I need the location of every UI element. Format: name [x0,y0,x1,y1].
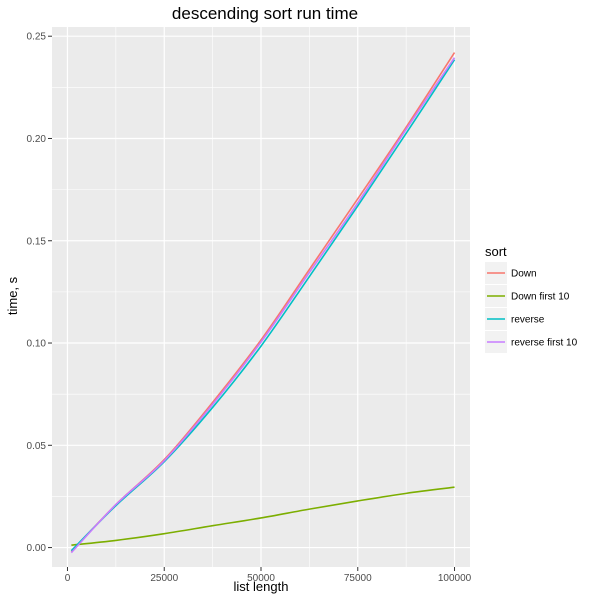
legend-label-reverse-first-10: reverse first 10 [511,338,578,349]
y-tick-label: 0.20 [27,134,47,145]
x-tick-label: 25000 [150,573,178,584]
y-tick-label: 0.25 [27,32,47,43]
legend-title: sort [485,244,507,259]
y-axis-title: time, s [5,276,20,315]
y-tick-label: 0.00 [27,543,47,554]
y-tick-label: 0.10 [27,339,47,350]
legend-label-down-first-10: Down first 10 [511,292,570,303]
series-line-reverse-first-10 [70,57,456,554]
x-tick-label: 75000 [344,573,372,584]
y-tick-label: 0.05 [27,441,47,452]
legend-label-down: Down [511,269,537,280]
series-line-down-first-10 [71,486,455,546]
series-lines [70,52,456,554]
legend: sort Down Down first 10 reverse reverse fir… [485,244,578,353]
y-tick-label: 0.15 [27,236,47,247]
y-axis-ticks: 0.00 0.05 0.10 0.15 0.20 0.25 [27,32,52,554]
x-tick-label: 100000 [438,573,472,584]
series-line-reverse [70,59,456,552]
x-axis-ticks: 0 25000 50000 75000 100000 [65,567,472,584]
x-tick-label: 50000 [247,573,275,584]
x-axis-title: list length [234,579,289,594]
chart-title: descending sort run time [172,4,358,23]
legend-label-reverse: reverse [511,315,545,326]
x-tick-label: 0 [65,573,71,584]
